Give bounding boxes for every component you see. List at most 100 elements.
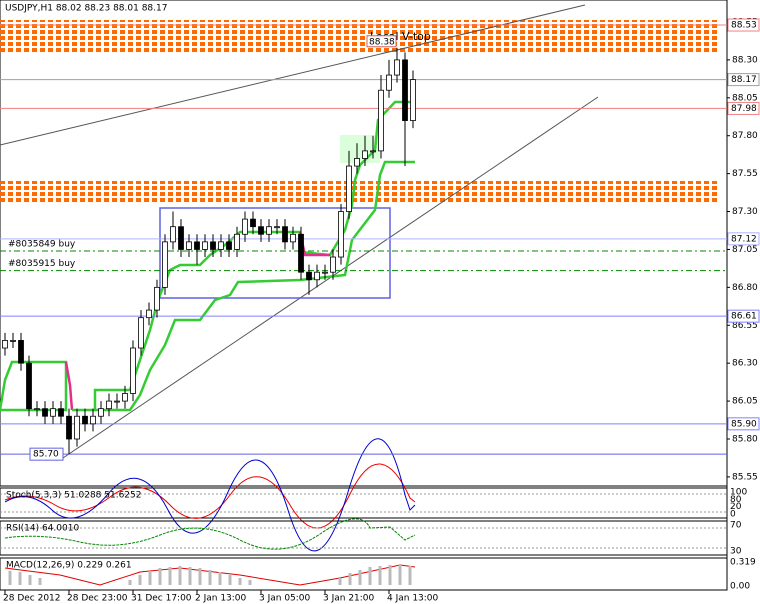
candle-body: [322, 271, 328, 274]
level-label: 85.70: [33, 450, 59, 460]
candle-body: [410, 79, 416, 121]
candle-body: [226, 241, 232, 250]
candle-body: [34, 408, 40, 411]
y-tick-label: 85.80: [732, 434, 758, 444]
candle-body: [234, 233, 240, 250]
indicator-label: RSI(14) 64.0010: [6, 524, 79, 534]
candle-body: [194, 241, 200, 250]
level-box: [727, 18, 760, 32]
main-panel: [0, 0, 728, 487]
macd-histogram: [8, 565, 412, 585]
level-label: 88.17: [731, 75, 757, 85]
candle-body: [378, 89, 384, 152]
level-label: 86.61: [731, 312, 757, 322]
y-tick-label: 86.80: [732, 283, 758, 293]
indicator-label: MACD(12,26,9) 0.229 0.261: [6, 561, 132, 571]
x-tick-label: 2 Jan 13:00: [195, 594, 247, 604]
candle-body: [154, 286, 160, 311]
order-label: #8035849 buy: [8, 239, 76, 249]
candle-body: [250, 218, 256, 228]
y-tick-label: 86.55: [732, 321, 758, 331]
candle-body: [386, 74, 392, 91]
trend-line: [59, 96, 599, 461]
candle-body: [330, 256, 336, 273]
chart-title: USDJPY,H1 88.02 88.23 88.01 88.17: [5, 4, 167, 14]
candle-body: [2, 340, 8, 349]
candle-body: [354, 158, 360, 167]
level-box: [727, 232, 760, 246]
candle-body: [394, 59, 400, 76]
candle-body: [258, 226, 264, 235]
y-tick-label: 85.55: [732, 472, 758, 482]
stoch-main: [4, 438, 416, 552]
y-tick-label: 87.80: [732, 131, 758, 141]
candle-body: [146, 309, 152, 319]
candle-body: [210, 241, 216, 250]
indicator-tick: 100: [730, 488, 747, 498]
indicator-tick: 0: [730, 510, 736, 520]
stoch-signal: [4, 463, 416, 529]
x-tick-label: 3 Jan 05:00: [259, 594, 311, 604]
indicator-tick: 20: [730, 502, 742, 512]
indicator-tick: 80: [730, 495, 742, 505]
candle-body: [162, 241, 168, 288]
candle-body: [10, 340, 16, 342]
candle-body: [130, 347, 136, 394]
y-tick-label: 87.55: [732, 169, 758, 179]
level-box: [727, 417, 760, 431]
level-label: 85.90: [731, 419, 757, 429]
x-tick-label: 28 Dec 23:00: [67, 594, 128, 604]
candle-body: [50, 408, 56, 417]
candle-body: [42, 408, 48, 417]
candle-body: [362, 150, 368, 159]
candle-body: [266, 226, 272, 235]
candle-body: [370, 150, 376, 153]
candle-body: [218, 241, 224, 250]
candle-body: [58, 408, 64, 417]
trend-line: [0, 4, 586, 146]
candle-body: [274, 226, 280, 229]
candle-body: [178, 226, 184, 250]
x-tick-label: 28 Dec 2012: [3, 594, 61, 604]
candle-body: [346, 165, 352, 212]
indicator-tick: 0.00: [730, 582, 750, 592]
y-tick-label: 88.05: [732, 93, 758, 103]
level-label: 88.53: [731, 21, 757, 31]
indicator-tick: 0.319: [730, 558, 756, 568]
order-label: #8035915 buy: [8, 259, 76, 269]
y-tick-label: 87.05: [732, 245, 758, 255]
candle-body: [82, 415, 88, 425]
indicator-tick: 30: [730, 547, 742, 557]
candle-body: [314, 271, 320, 281]
x-tick-label: 4 Jan 13:00: [387, 594, 439, 604]
trailing-stop: [95, 160, 415, 412]
candle-body: [242, 218, 248, 235]
x-tick-label: 3 Jan 21:00: [323, 594, 375, 604]
rsi-line: [4, 518, 416, 550]
indicator-label: Stoch(5,3,3) 51.0288 51.6252: [6, 491, 141, 501]
candle-body: [298, 233, 304, 273]
level-box: [727, 101, 760, 115]
candle-body: [338, 211, 344, 258]
candle-body: [402, 59, 408, 121]
candle-body: [26, 362, 32, 410]
level-label: 87.12: [731, 234, 757, 244]
range-box: [159, 207, 391, 299]
candle-body: [306, 271, 312, 281]
candle-body: [290, 233, 296, 243]
level-box: [727, 309, 760, 323]
candle-body: [18, 340, 24, 364]
candle-body: [74, 415, 80, 440]
candle-body: [98, 408, 104, 417]
candle-body: [106, 400, 112, 410]
high-label: 88.38: [369, 37, 395, 47]
candle-body: [202, 241, 208, 250]
level-box: [29, 447, 64, 461]
y-tick-label: 86.05: [732, 397, 758, 407]
candle-body: [66, 415, 72, 440]
candle-body: [114, 400, 120, 403]
support-zone: [0, 181, 720, 203]
level-box: [727, 73, 760, 87]
candle-body: [282, 226, 288, 243]
